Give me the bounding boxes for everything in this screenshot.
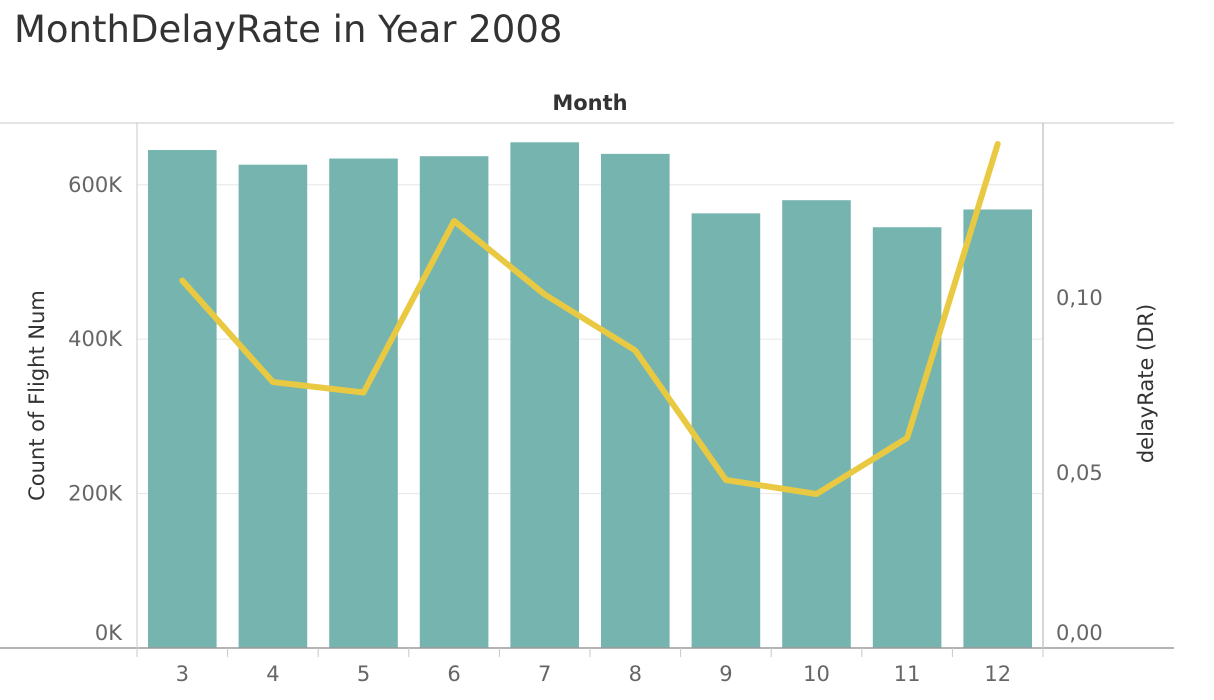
x-tick-label: 4	[266, 662, 279, 686]
bar-month-12	[963, 209, 1032, 648]
x-tick-label: 3	[176, 662, 189, 686]
x-tick-label: 10	[803, 662, 830, 686]
x-tick-label: 8	[629, 662, 642, 686]
bar-month-7	[510, 142, 579, 649]
column-header: Month	[552, 91, 627, 115]
delay-rate-line	[179, 141, 1001, 497]
bar-month-5	[329, 158, 398, 648]
x-tick-label: 9	[719, 662, 732, 686]
axes-layer	[0, 122, 1174, 657]
bar-month-8	[601, 153, 670, 648]
y-right-tick-label: 0,00	[1056, 621, 1103, 645]
labels-layer: Month 3 4 5 6 7 8 9 10 11 12 0K 200K 400K 600K 0,00 0,05…	[25, 91, 1158, 686]
bar-month-10	[782, 200, 851, 649]
y-left-tick-label: 400K	[68, 327, 123, 351]
y-right-tick-label: 0,05	[1056, 461, 1103, 485]
y-right-tick-label: 0,10	[1056, 286, 1103, 310]
bar-month-6	[419, 156, 489, 648]
x-tick-label: 5	[357, 662, 370, 686]
x-tick-label: 6	[447, 662, 460, 686]
chart-title: MonthDelayRate in Year 2008	[14, 8, 563, 51]
x-tick-label: 11	[894, 662, 921, 686]
y-left-tick-label: 0K	[95, 621, 123, 645]
x-tick-label: 7	[538, 662, 551, 686]
y-left-tick-label: 600K	[68, 173, 123, 197]
y-left-tick-label: 200K	[68, 482, 123, 506]
delay-rate-line-layer	[179, 141, 1001, 497]
bar-month-9	[691, 213, 761, 649]
y-left-axis-title: Count of Flight Num	[25, 290, 49, 501]
bars-layer	[148, 142, 1032, 649]
bar-month-4	[238, 164, 308, 649]
x-tick-label: 12	[984, 662, 1011, 686]
y-right-axis-title: delayRate (DR)	[1134, 304, 1158, 463]
bar-month-3	[148, 150, 217, 648]
